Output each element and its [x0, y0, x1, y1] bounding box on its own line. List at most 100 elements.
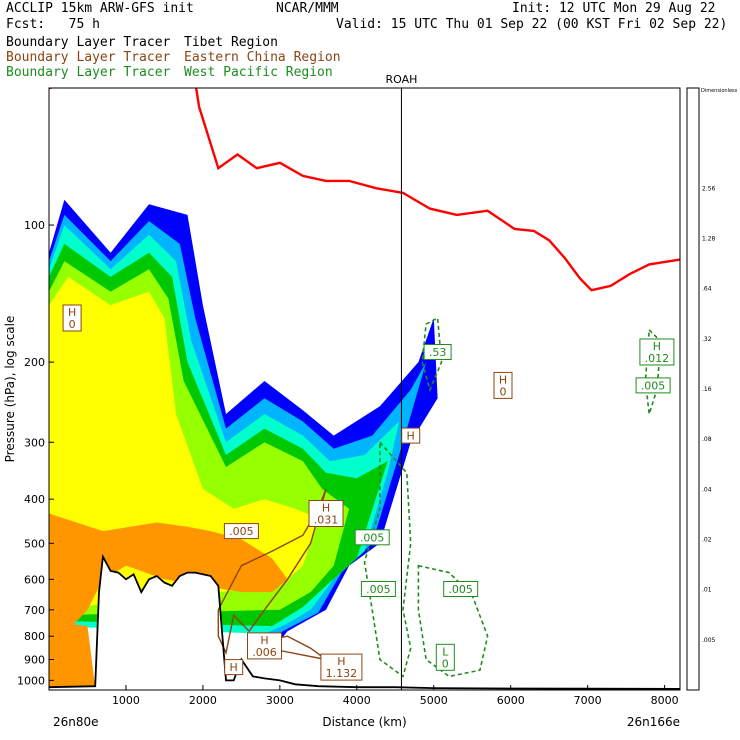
contour-label-value: .005 — [229, 525, 254, 538]
contour-label-box — [639, 338, 675, 366]
legend-eastern-china-label: Boundary Layer Tracer — [6, 50, 171, 65]
contour-label-5: H1.132 — [320, 653, 363, 681]
x-tick-label: 6000 — [497, 694, 525, 707]
colorbar-title: Dimensionless — [701, 88, 738, 94]
contour-label-value: .006 — [252, 646, 277, 659]
x-tick-label: 7000 — [574, 694, 602, 707]
colorbar-frame — [686, 87, 700, 691]
colorbar-tick-label: .01 — [702, 587, 712, 594]
contour-label-3: H.006 — [247, 632, 282, 660]
x-tick-label: 4000 — [343, 694, 371, 707]
chart-lines — [49, 88, 680, 690]
colorbar-tick-label: .08 — [702, 436, 712, 443]
contour-label-13: .005 — [443, 581, 479, 597]
contour-label-box — [320, 653, 363, 681]
contour-label-value: 0 — [69, 318, 76, 331]
contour-label-value: .005 — [448, 583, 473, 596]
y-tick-label: 400 — [24, 493, 45, 506]
x-tick-label: 8000 — [651, 694, 679, 707]
colorbar-tick-label: .04 — [702, 486, 712, 493]
header-right-2: Valid: 15 UTC Thu 01 Sep 22 (00 KST Fri … — [336, 17, 728, 32]
y-tick-label: 600 — [24, 573, 45, 586]
header-right-1: Init: 12 UTC Mon 29 Aug 22 — [512, 1, 716, 16]
contour-label-value: H — [230, 661, 238, 674]
x-tick-label: 3000 — [266, 694, 294, 707]
terrain-line — [49, 553, 680, 690]
colorbar-tick-label: 1.28 — [702, 236, 716, 243]
contour-label-box — [247, 632, 282, 660]
colorbar-tick-label: .02 — [702, 537, 712, 544]
x-tick-label: 2000 — [189, 694, 217, 707]
legend-tibet-region: Tibet Region — [184, 35, 278, 50]
contour-label-9: H.012 — [639, 338, 675, 366]
y-tick-label: 300 — [24, 436, 45, 449]
y-tick-label: 1000 — [17, 674, 45, 687]
y-tick-label: 700 — [24, 604, 45, 617]
tropopause-line — [49, 88, 680, 292]
header-left-1: ACCLIP 15km ARW-GFS init — [6, 1, 194, 16]
tracer-field — [49, 199, 680, 690]
contour-label-box — [354, 529, 390, 546]
contour-label-7: H — [401, 427, 421, 444]
contour-label-kind: H — [337, 655, 345, 668]
contour-label-kind: H — [322, 502, 330, 515]
header-left-2: Fcst: 75 h — [6, 17, 100, 32]
colorbar-tick-label: .005 — [702, 637, 716, 644]
contour-label-box — [635, 377, 671, 394]
contour-label-kind: H — [499, 373, 507, 386]
x-tick-label: 1000 — [112, 694, 140, 707]
colorbar-tick-label: .16 — [702, 386, 712, 393]
contour-label-1: .005 — [223, 523, 259, 540]
y-tick-label: 100 — [24, 219, 45, 232]
legend-west-pacific-region: West Pacific Region — [184, 65, 333, 80]
contour-label-box — [308, 500, 344, 527]
contour-label-box — [401, 427, 421, 444]
contour-label-12: .005 — [360, 581, 396, 597]
contour-label-box — [360, 581, 396, 597]
contour-label-box — [443, 581, 479, 597]
contour-label-value: .031 — [314, 514, 339, 527]
contour-label-kind: L — [442, 645, 449, 658]
contour-label-14: L0 — [435, 643, 455, 671]
contour-label-kind: H — [653, 340, 661, 353]
contour-label-4: H — [224, 659, 244, 676]
contour-label-value: .005 — [366, 583, 391, 596]
contour-label-value: .53 — [429, 346, 447, 359]
contour-label-kind: H — [68, 306, 76, 319]
west-pacific-contour-1 — [417, 564, 489, 678]
x-tick-label: 5000 — [420, 694, 448, 707]
eastern-china-contour-0 — [217, 488, 327, 656]
colorbar-tick-label: .64 — [702, 286, 712, 293]
contour-label-value: .012 — [645, 352, 670, 365]
contour-label-value: H — [407, 430, 415, 443]
x-axis-label: Distance (km) — [322, 715, 406, 729]
colorbar-tick-label: 2.56 — [702, 185, 716, 192]
y-tick-label: 800 — [24, 630, 45, 643]
y-tick-label: 900 — [24, 654, 45, 667]
right-endpoint-label: 26n166e — [627, 715, 680, 729]
legend-tibet-label: Boundary Layer Tracer — [6, 35, 171, 50]
plot-frame — [48, 87, 681, 691]
y-tick-label: 500 — [24, 537, 45, 550]
tracer-shade-6 — [49, 513, 288, 627]
header-center-1: NCAR/MMM — [276, 1, 339, 16]
contour-label-box — [435, 643, 455, 671]
contour-label-6: H0 — [493, 371, 513, 399]
contour-label-box — [493, 371, 513, 399]
y-tick-label: 200 — [24, 356, 45, 369]
y-axis-label: Pressure (hPa), log scale — [3, 316, 17, 463]
left-endpoint-label: 26n80e — [53, 715, 99, 729]
contour-label-2: H.031 — [308, 500, 344, 527]
colorbar: Dimensionless 2.56 1.28 .64 .32 .16 .08 .04 .02.… — [686, 87, 738, 691]
colorbar-tick-label: .32 — [702, 336, 712, 343]
legend-eastern-china-region: Eastern China Region — [184, 50, 341, 65]
contour-label-11: .005 — [354, 529, 390, 546]
tracer-shade-lower — [49, 620, 96, 688]
contour-label-box — [423, 344, 452, 360]
terrain-mask — [49, 556, 680, 690]
contour-label-value: 0 — [500, 385, 507, 398]
contour-label-value: .005 — [641, 379, 666, 392]
contour-label-value: 0 — [442, 657, 449, 670]
